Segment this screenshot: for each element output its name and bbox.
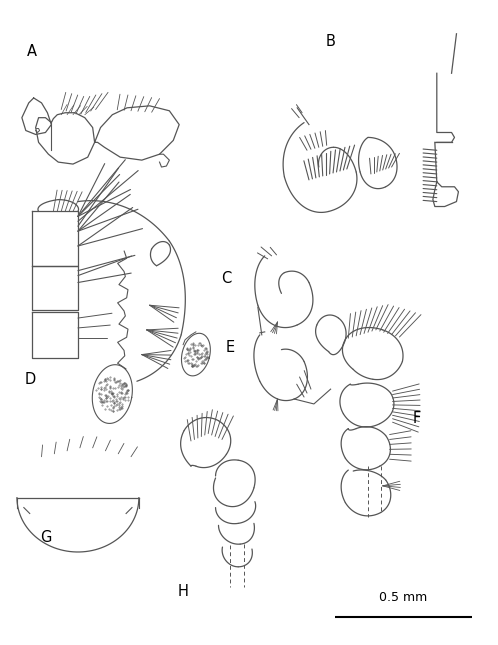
- Text: E: E: [226, 340, 235, 355]
- Text: D: D: [25, 372, 36, 387]
- Text: C: C: [221, 271, 232, 286]
- Text: A: A: [27, 44, 37, 59]
- Text: G: G: [40, 530, 51, 544]
- Text: F: F: [413, 412, 421, 426]
- Text: 0.5 mm: 0.5 mm: [379, 591, 427, 604]
- Text: B: B: [326, 34, 336, 49]
- Text: H: H: [178, 584, 189, 599]
